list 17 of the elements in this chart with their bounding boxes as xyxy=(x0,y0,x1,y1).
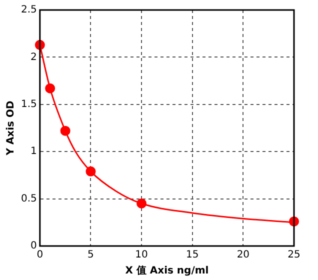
y-tick-label: 1.5 xyxy=(20,98,37,110)
point xyxy=(86,166,96,176)
y-tick-label: 0.5 xyxy=(20,193,37,204)
x-tick-label: 5 xyxy=(88,250,94,261)
x-axis-title: X 值 Axis ng/ml xyxy=(125,264,209,277)
point xyxy=(45,83,56,94)
x-tick-label: 20 xyxy=(236,250,250,261)
y-tick-label: 2 xyxy=(30,52,37,63)
y-tick-label: 0 xyxy=(30,240,37,252)
x-tick-label: 15 xyxy=(186,250,199,261)
x-tick-label: 10 xyxy=(135,250,148,261)
point xyxy=(60,126,70,136)
y-axis-title: Y Axis OD xyxy=(6,100,17,156)
y-tick-label: 1 xyxy=(30,146,37,158)
y-tick-label: 2.5 xyxy=(20,4,37,16)
point xyxy=(136,198,147,209)
x-tick-label: 25 xyxy=(288,250,300,261)
